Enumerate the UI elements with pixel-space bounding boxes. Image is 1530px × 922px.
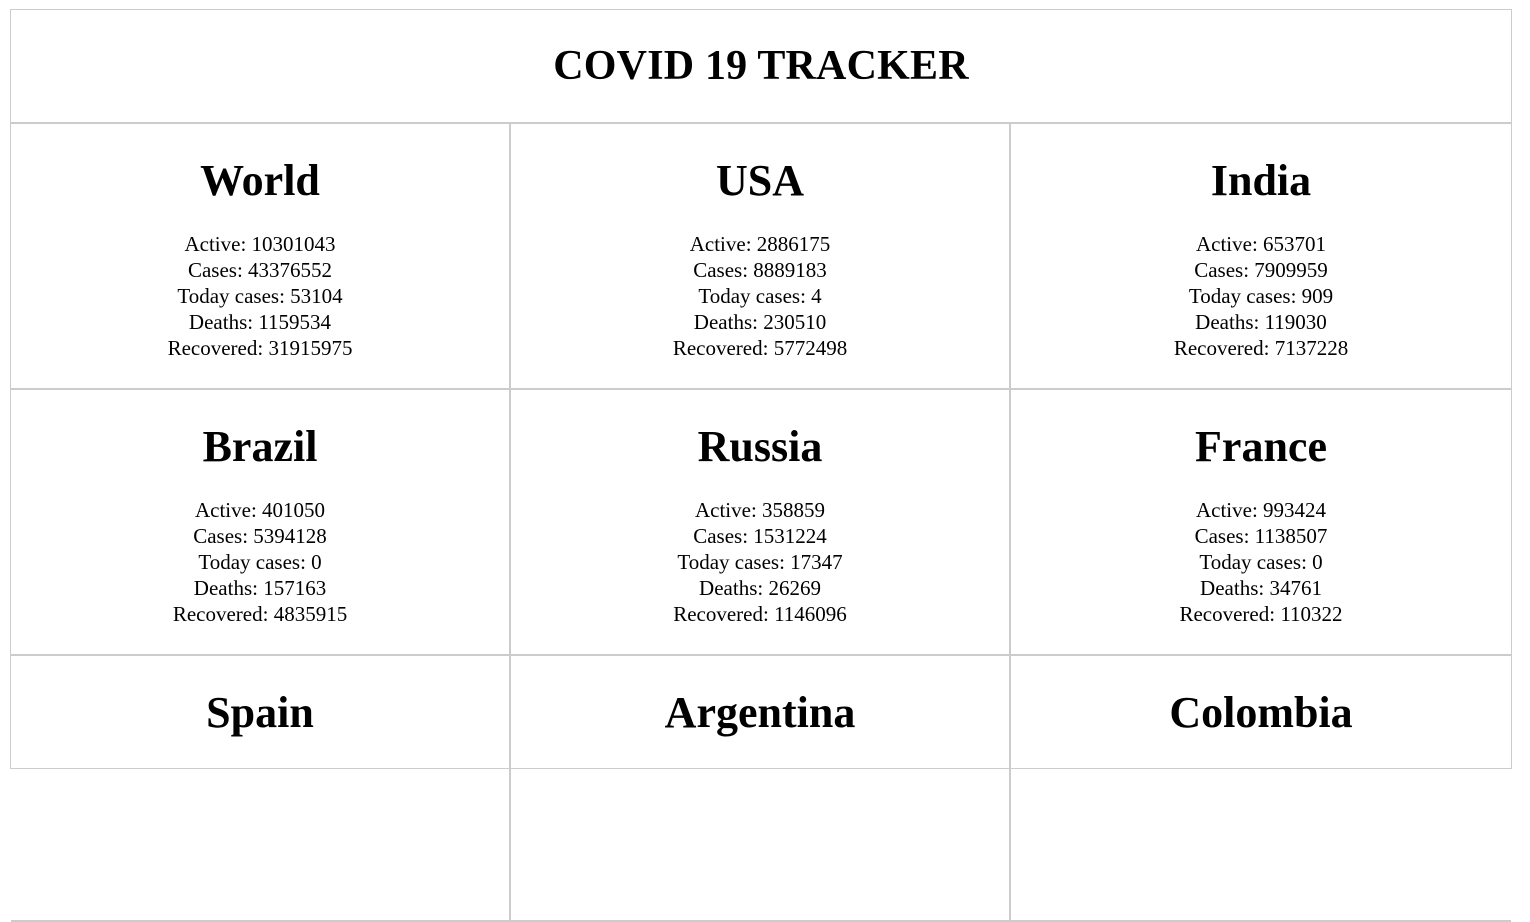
country-card-india: India Active: 653701 Cases: 7909959 Toda… <box>1011 124 1511 390</box>
stat-active: Active: 653701 <box>1195 232 1327 256</box>
stat-active: Active: 10301043 <box>184 232 336 256</box>
stat-active: Active: 993424 <box>1195 498 1327 522</box>
stat-deaths: Deaths: 1159534 <box>188 310 332 334</box>
country-stats: Active: 401050 Cases: 5394128 Today case… <box>11 497 509 627</box>
stat-cases: Cases: 43376552 <box>187 258 333 282</box>
country-card-spain: Spain <box>11 656 511 922</box>
country-card-russia: Russia Active: 358859 Cases: 1531224 Tod… <box>511 390 1011 656</box>
country-grid: World Active: 10301043 Cases: 43376552 T… <box>11 124 1511 922</box>
country-card-argentina: Argentina <box>511 656 1011 922</box>
country-name: Russia <box>697 422 823 471</box>
stat-today-cases: Today cases: 4 <box>698 284 822 308</box>
stat-deaths: Deaths: 230510 <box>693 310 827 334</box>
stat-today-cases: Today cases: 0 <box>1199 550 1323 574</box>
stat-cases: Cases: 1138507 <box>1194 524 1328 548</box>
country-card-usa: USA Active: 2886175 Cases: 8889183 Today… <box>511 124 1011 390</box>
stat-today-cases: Today cases: 17347 <box>677 550 843 574</box>
country-name: USA <box>715 156 805 205</box>
stat-recovered: Recovered: 110322 <box>1179 602 1343 626</box>
page-title: COVID 19 TRACKER <box>553 43 969 89</box>
stat-active: Active: 2886175 <box>689 232 831 256</box>
stat-cases: Cases: 5394128 <box>193 524 327 548</box>
country-card-colombia: Colombia <box>1011 656 1511 922</box>
stat-active: Active: 358859 <box>694 498 826 522</box>
stat-deaths: Deaths: 26269 <box>699 576 821 600</box>
stat-today-cases: Today cases: 0 <box>198 550 322 574</box>
stat-cases: Cases: 8889183 <box>693 258 827 282</box>
country-card-france: France Active: 993424 Cases: 1138507 Tod… <box>1011 390 1511 656</box>
country-card-world: World Active: 10301043 Cases: 43376552 T… <box>11 124 511 390</box>
country-name: World <box>200 156 320 205</box>
stat-deaths: Deaths: 119030 <box>1195 310 1327 334</box>
country-stats: Active: 2886175 Cases: 8889183 Today cas… <box>511 231 1009 361</box>
stat-cases: Cases: 1531224 <box>693 524 827 548</box>
country-stats: Active: 10301043 Cases: 43376552 Today c… <box>11 231 509 361</box>
country-stats: Active: 358859 Cases: 1531224 Today case… <box>511 497 1009 627</box>
stat-deaths: Deaths: 157163 <box>193 576 327 600</box>
country-name: Brazil <box>202 422 318 471</box>
country-stats: Active: 993424 Cases: 1138507 Today case… <box>1011 497 1511 627</box>
country-name: France <box>1195 422 1327 471</box>
country-card-brazil: Brazil Active: 401050 Cases: 5394128 Tod… <box>11 390 511 656</box>
stat-recovered: Recovered: 31915975 <box>167 336 353 360</box>
country-name: Colombia <box>1169 688 1353 737</box>
country-name: Spain <box>206 688 314 737</box>
stat-cases: Cases: 7909959 <box>1194 258 1328 282</box>
stat-deaths: Deaths: 34761 <box>1200 576 1322 600</box>
stat-recovered: Recovered: 4835915 <box>172 602 348 626</box>
stat-today-cases: Today cases: 909 <box>1188 284 1334 308</box>
stat-recovered: Recovered: 5772498 <box>672 336 848 360</box>
header: COVID 19 TRACKER <box>11 10 1511 124</box>
stat-today-cases: Today cases: 53104 <box>177 284 343 308</box>
country-name: India <box>1210 156 1312 205</box>
tracker-page: COVID 19 TRACKER World Active: 10301043 … <box>10 9 1512 922</box>
stat-active: Active: 401050 <box>194 498 326 522</box>
country-name: Argentina <box>664 688 856 737</box>
country-stats: Active: 653701 Cases: 7909959 Today case… <box>1011 231 1511 361</box>
stat-recovered: Recovered: 7137228 <box>1173 336 1349 360</box>
stat-recovered: Recovered: 1146096 <box>673 602 847 626</box>
